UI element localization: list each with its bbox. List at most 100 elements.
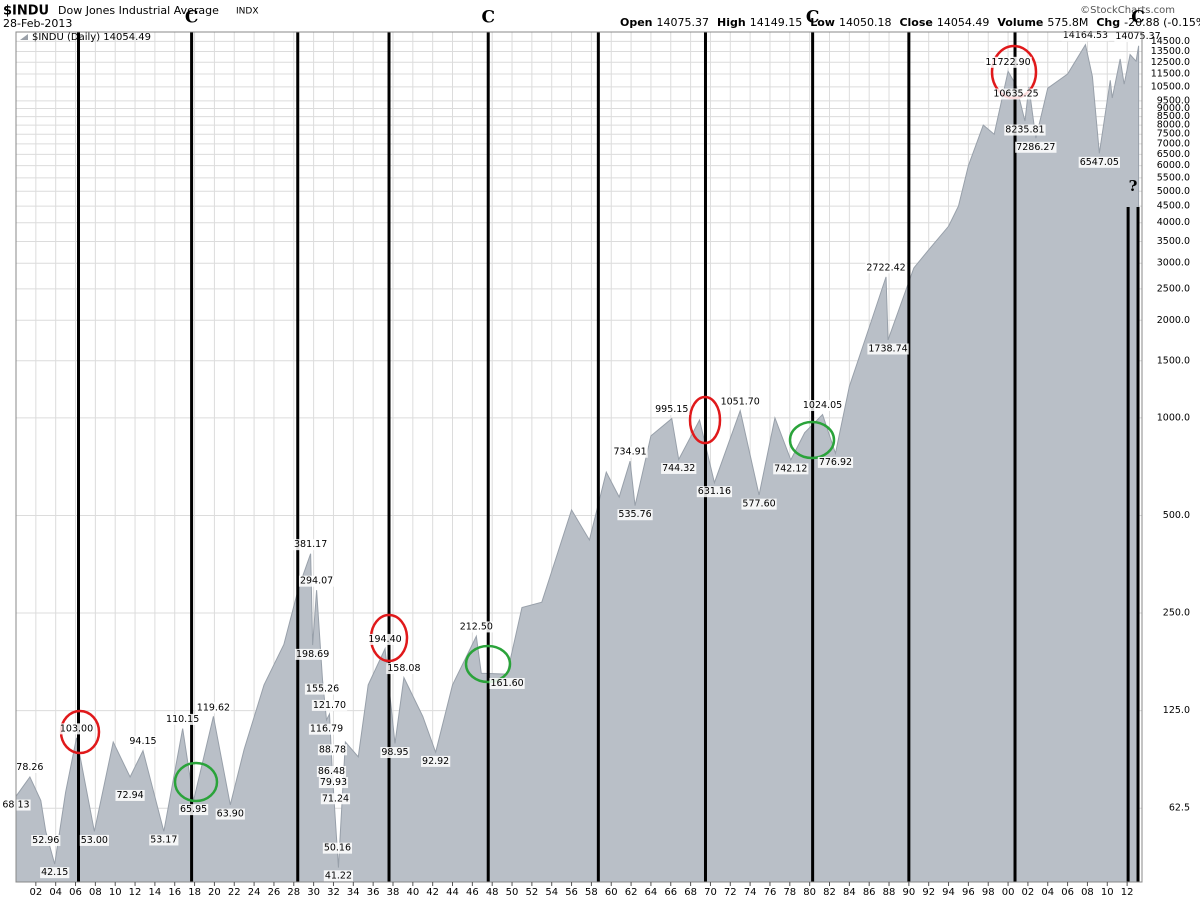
x-tick-label: 14	[149, 887, 162, 898]
watermark: ©StockCharts.com	[1080, 5, 1175, 16]
value-label-group: 103.00	[58, 723, 95, 735]
quote-label: Open	[620, 16, 653, 29]
value-label-box	[79, 834, 109, 846]
value-label-box	[195, 702, 232, 714]
quote-label: Close	[899, 16, 932, 29]
value-label: 98.95	[381, 747, 408, 758]
value-label: 79.93	[320, 777, 347, 788]
value-label-box	[316, 765, 347, 777]
value-label: 198.69	[296, 649, 329, 660]
red-circle	[688, 395, 722, 445]
value-label-group: 776.92	[817, 456, 854, 468]
value-label: 41.22	[325, 870, 352, 881]
value-label-box	[984, 56, 1032, 68]
value-label: 94.15	[129, 736, 156, 747]
x-tick-label: 28	[287, 887, 300, 898]
value-label: 776.92	[819, 457, 852, 468]
y-tick-label: 5500.0	[1157, 172, 1190, 183]
x-tick-label: 04	[49, 887, 62, 898]
value-label: 1738.74	[868, 343, 907, 354]
x-tick-label: 48	[486, 887, 499, 898]
value-label: 14075.37	[1115, 31, 1160, 42]
y-tick-label: 3500.0	[1157, 236, 1190, 247]
value-label-box	[867, 343, 909, 355]
x-tick-label: 02	[29, 887, 42, 898]
value-label: 86.48	[318, 766, 345, 777]
quote-label: Chg	[1096, 16, 1120, 29]
value-label-group: 14164.53	[1061, 30, 1110, 42]
value-label-group: 88.78	[317, 744, 348, 756]
plot	[15, 32, 1140, 883]
quote-value: 575.8M	[1047, 16, 1088, 29]
x-tick-label: 58	[585, 887, 598, 898]
value-label-box	[304, 683, 341, 695]
value-label-box	[322, 842, 353, 854]
value-label: 742.12	[774, 463, 807, 474]
value-label-group: 52.96	[31, 835, 61, 847]
value-label-group: 535.76	[617, 509, 653, 521]
x-tick-label: 08	[1081, 887, 1094, 898]
x-tick-label: 30	[307, 887, 320, 898]
index-name: Dow Jones Industrial Average	[58, 4, 219, 17]
value-label: 50.16	[324, 843, 351, 854]
y-tick-label: 6000.0	[1157, 160, 1190, 171]
value-label-group: 119.62	[195, 702, 232, 714]
value-label: 7286.27	[1016, 142, 1055, 153]
x-tick-label: 62	[625, 887, 638, 898]
value-label-group: 1024.05	[801, 400, 844, 412]
date: 28-Feb-2013	[3, 17, 72, 30]
value-label-group: 71.24	[320, 793, 351, 805]
value-label-box	[318, 777, 349, 789]
x-tick-label: 44	[446, 887, 459, 898]
value-label-box	[40, 867, 70, 879]
y-tick-label: 10500.0	[1151, 81, 1190, 92]
x-tick-label: 94	[942, 887, 955, 898]
value-label-group: 116.79	[308, 723, 345, 735]
value-label-box	[308, 723, 345, 735]
x-tick-label: 06	[69, 887, 82, 898]
value-label: 88.78	[319, 744, 346, 755]
y-tick-label: 7000.0	[1157, 138, 1190, 149]
value-label-box	[992, 88, 1040, 100]
value-label-box	[58, 723, 95, 735]
x-tick-label: 24	[248, 887, 261, 898]
value-label-group: 198.69	[295, 648, 331, 660]
value-label: 121.70	[313, 700, 346, 711]
x-tick-label: 12	[129, 887, 142, 898]
x-tick-label: 36	[367, 887, 380, 898]
x-tick-label: 18	[188, 887, 201, 898]
value-label-group: 294.07	[298, 575, 335, 587]
y-tick-label: 11500.0	[1151, 69, 1190, 80]
value-label-box	[817, 456, 854, 468]
x-tick-label: 34	[347, 887, 360, 898]
x-tick-label: 96	[962, 887, 975, 898]
value-label: 110.15	[166, 714, 199, 725]
quote-label: High	[717, 16, 746, 29]
value-label-group: 161.60	[489, 677, 525, 689]
value-label-box	[617, 509, 653, 521]
y-tick-label: 62.5	[1169, 803, 1190, 814]
y-tick-label: 7500.0	[1157, 129, 1190, 140]
value-label-box	[1061, 30, 1110, 42]
value-label-group: 121.70	[311, 699, 348, 711]
quote-label: Volume	[997, 16, 1043, 29]
value-label-box	[293, 539, 329, 551]
legend: $INDU (Daily) 14054.49	[32, 32, 151, 43]
question-mark: ?	[1129, 177, 1138, 195]
value-label-group: 744.32	[661, 462, 697, 474]
x-tick-label: 88	[883, 887, 896, 898]
x-tick-label: 84	[843, 887, 856, 898]
value-label-group: 212.50	[458, 621, 494, 633]
quote-value: 14054.49	[937, 16, 990, 29]
value-label: 8235.81	[1005, 125, 1044, 136]
value-label-group: 194.40	[367, 633, 403, 645]
value-label: 194.40	[368, 634, 401, 645]
y-tick-label: 250.0	[1163, 608, 1190, 619]
value-label-group: 98.95	[380, 747, 410, 759]
value-label-group: 8235.81	[1004, 124, 1046, 136]
value-label-group: 734.91	[612, 446, 648, 458]
x-tick-label: 42	[426, 887, 439, 898]
value-label-group: 50.16	[322, 842, 353, 854]
value-label-box	[215, 808, 245, 820]
